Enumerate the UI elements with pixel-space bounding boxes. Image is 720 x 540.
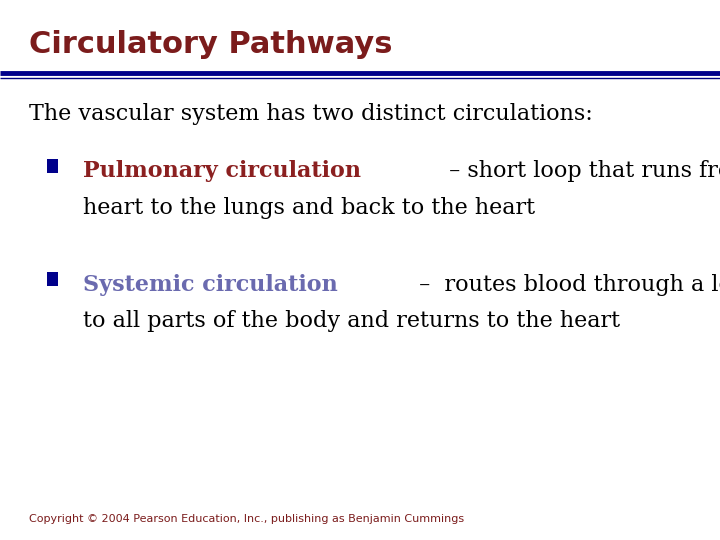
Text: Copyright © 2004 Pearson Education, Inc., publishing as Benjamin Cummings: Copyright © 2004 Pearson Education, Inc.… xyxy=(29,514,464,524)
Text: –  routes blood through a long loop: – routes blood through a long loop xyxy=(412,274,720,296)
Text: The vascular system has two distinct circulations:: The vascular system has two distinct cir… xyxy=(29,103,593,125)
Text: Pulmonary circulation: Pulmonary circulation xyxy=(83,160,361,183)
Text: Systemic circulation: Systemic circulation xyxy=(83,274,338,296)
Text: to all parts of the body and returns to the heart: to all parts of the body and returns to … xyxy=(83,310,620,333)
Bar xyxy=(47,159,58,173)
Text: – short loop that runs from the: – short loop that runs from the xyxy=(441,160,720,183)
Bar xyxy=(47,272,58,286)
Text: heart to the lungs and back to the heart: heart to the lungs and back to the heart xyxy=(83,197,535,219)
Text: Circulatory Pathways: Circulatory Pathways xyxy=(29,30,392,59)
